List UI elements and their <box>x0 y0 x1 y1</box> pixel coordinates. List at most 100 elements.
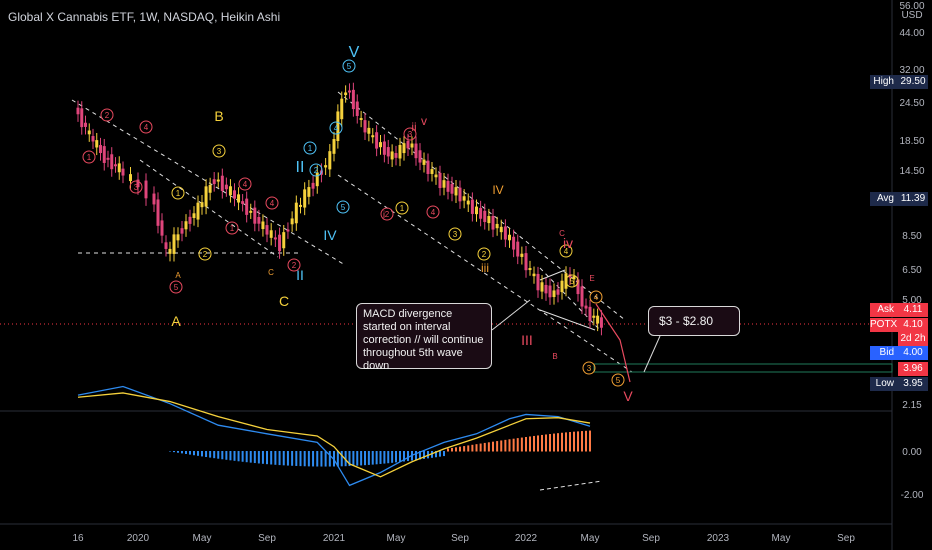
candle-body <box>524 253 528 271</box>
candle-body <box>406 140 410 149</box>
candle-body <box>278 234 282 252</box>
candle-body <box>136 179 140 188</box>
wave-number-circle <box>287 258 301 272</box>
candle-body <box>418 150 422 163</box>
high-label: High <box>870 75 898 89</box>
macd-histogram-bar <box>443 451 445 457</box>
macd-histogram-bar <box>189 451 191 455</box>
high-value: 29.50 <box>898 75 928 89</box>
macd-histogram-bar <box>233 451 236 461</box>
currency-label: USD <box>901 10 922 21</box>
macd-histogram-bar <box>525 437 527 452</box>
candle-body <box>212 179 216 185</box>
candle-body <box>249 210 253 213</box>
candle-body <box>528 268 532 271</box>
candle-body <box>233 190 236 199</box>
macd-histogram-bar <box>483 442 486 452</box>
candle-body <box>540 282 544 292</box>
time-tick-label: 2023 <box>707 533 730 544</box>
wave-roman-iv: iv <box>563 235 573 251</box>
last-price-value: 4.10 <box>898 318 928 332</box>
candle-body <box>102 146 106 163</box>
candle-body <box>470 199 474 214</box>
wave-number-circle <box>559 244 573 258</box>
wave-number-circle <box>426 205 440 219</box>
candle-body <box>200 202 204 208</box>
wave-number-circle <box>309 163 323 177</box>
time-tick-label: 16 <box>72 533 84 544</box>
candle-body <box>475 206 478 215</box>
wave-roman-v: v <box>421 114 427 128</box>
candle-body <box>596 315 600 324</box>
wave-number-circle <box>225 221 239 235</box>
wave-number-circle <box>265 196 279 210</box>
macd-histogram-bar <box>278 451 281 466</box>
candle-body <box>164 242 168 249</box>
wave-number-circle-text: 5 <box>616 376 621 385</box>
candle-body <box>599 317 603 328</box>
macd-histogram-bar <box>177 451 179 453</box>
candle-body <box>224 184 228 190</box>
chart-title: Global X Cannabis ETF, 1W, NASDAQ, Heiki… <box>8 10 281 24</box>
macd-histogram-bar <box>360 451 363 466</box>
candle-body <box>99 145 102 154</box>
candle-body <box>303 189 307 208</box>
macd-histogram-bar <box>541 434 543 452</box>
macd-histogram-bar <box>447 448 449 452</box>
macd-histogram-bar <box>205 451 208 458</box>
macd-histogram-bar <box>344 451 347 467</box>
macd-histogram-bar <box>316 451 319 467</box>
time-tick-label: Sep <box>451 533 469 544</box>
candle-body <box>192 213 196 219</box>
macd-histogram-bar <box>455 447 457 452</box>
candle-body <box>355 101 359 116</box>
macd-histogram-bar <box>270 451 273 465</box>
wave-letter-b: B <box>214 108 223 124</box>
candle-body <box>487 216 491 224</box>
candle-body <box>499 226 503 233</box>
wave-number-circle <box>169 280 183 294</box>
macd-histogram-bar <box>169 451 171 452</box>
target-zone-box <box>593 363 893 373</box>
macd-histogram-bar <box>383 451 386 464</box>
macd-histogram-bar <box>487 442 490 452</box>
candle-body <box>572 276 576 280</box>
macd-histogram-bar <box>312 451 315 467</box>
macd-histogram-bar <box>431 451 433 458</box>
candle-body <box>180 228 184 234</box>
wave-letter-v-top: V <box>349 44 360 61</box>
candle-body <box>466 200 470 205</box>
wave-number-circle-text: 2 <box>385 210 390 219</box>
macd-histogram-bar <box>375 451 378 465</box>
macd-histogram-bar <box>249 451 252 463</box>
macd-histogram-bar <box>253 451 256 464</box>
candle-body <box>462 196 466 201</box>
macd-histogram-bar <box>573 431 575 452</box>
wave-letter-ii: II <box>296 159 305 176</box>
wave-number-circle-text: 2 <box>105 111 110 120</box>
candle-body <box>121 168 125 176</box>
wave-letter-a: A <box>171 313 181 329</box>
wave-number-circle <box>611 373 625 387</box>
candle-body <box>438 172 442 189</box>
candle-body <box>398 144 402 159</box>
macd-histogram-bar <box>533 435 535 452</box>
macd-histogram-bar <box>266 451 268 465</box>
wave-number-circle-text: 1 <box>87 153 92 162</box>
macd-tick-label: 0.00 <box>902 447 922 458</box>
time-tick-label: May <box>193 533 212 544</box>
grid-lines <box>0 0 893 550</box>
wave-number-circle-text: 2 <box>482 250 487 259</box>
macd-histogram-bar <box>181 451 183 454</box>
avg-label: Avg <box>870 192 898 206</box>
macd-histogram-bar <box>435 451 437 458</box>
wave-number-circle <box>448 227 462 241</box>
time-axis[interactable]: 16 2020 May Sep 2021 May Sep 2022 May Sep 2023 May S… <box>72 533 855 544</box>
candle-body <box>228 186 232 196</box>
time-tick-label: Sep <box>642 533 660 544</box>
candle-body <box>363 120 367 133</box>
time-tick-label: May <box>387 533 406 544</box>
